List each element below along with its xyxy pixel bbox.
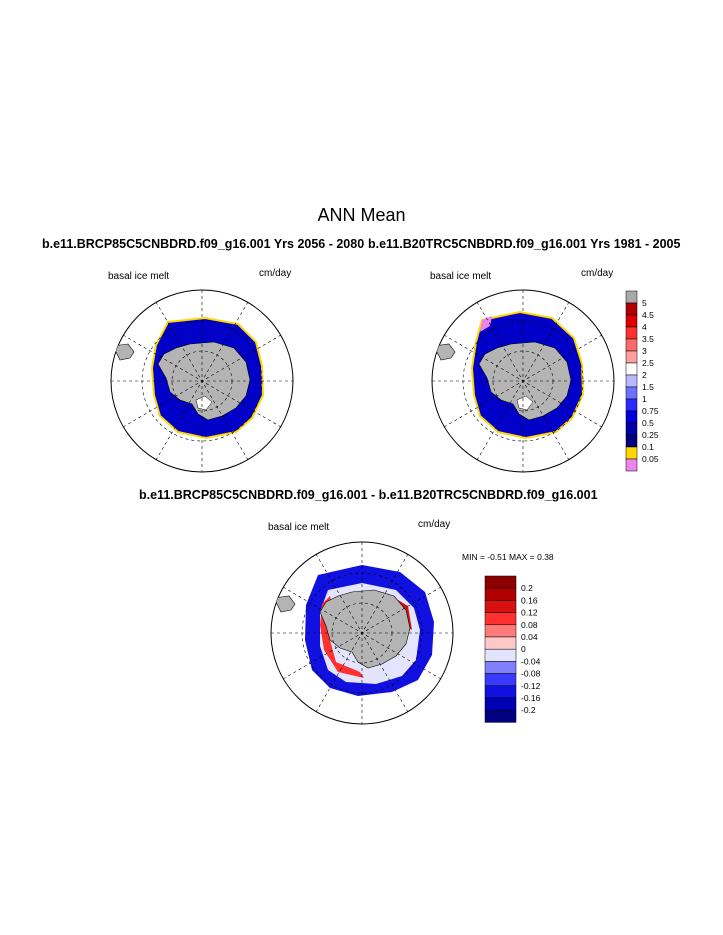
top-colorbar-swatch (625, 350, 638, 364)
diff-colorbar-swatch (484, 661, 517, 674)
top-colorbar-tick-label: 1.5 (642, 382, 654, 392)
top-colorbar-swatch (625, 410, 638, 424)
top-colorbar-tick-label: 3.5 (642, 334, 654, 344)
diff-colorbar-swatch (484, 709, 517, 723)
top-colorbar-tick-label: 2 (642, 370, 647, 380)
diff-colorbar-swatch (484, 575, 517, 589)
top-colorbar-tick-label: 2.5 (642, 358, 654, 368)
right-polar-map (431, 289, 615, 473)
right-variable-label: basal ice melt (430, 271, 492, 282)
left-units-label: cm/day (259, 268, 292, 279)
diff-colorbar-swatch (484, 673, 517, 687)
diff-land-antarctica (319, 589, 411, 669)
top-colorbar-tick-label: 4 (642, 322, 647, 332)
diff-colorbar-tick-label: -0.12 (521, 681, 541, 691)
diff-colorbar-tick-label: 0.2 (521, 583, 533, 593)
diff-colorbar-swatch (484, 697, 517, 711)
diff-colorbar-swatch (484, 600, 517, 613)
top-colorbar-swatch (625, 290, 638, 304)
page-title: ANN Mean (317, 205, 406, 225)
diff-colorbar-tick-label: 0.12 (521, 608, 538, 618)
diff-variable-label: basal ice melt (268, 522, 330, 533)
diff-colorbar-tick-label: 0.08 (521, 620, 538, 630)
left-case-title: b.e11.BRCP85C5CNBDRD.f09_g16.001 Yrs 205… (42, 237, 365, 251)
right-low-melt-patch (480, 316, 492, 332)
top-colorbar-tick-label: 0.1 (642, 442, 654, 452)
top-colorbar-swatch (625, 314, 638, 328)
top-colorbar-swatch (625, 446, 638, 460)
diff-colorbar-swatch (484, 612, 517, 626)
left-graticule (111, 290, 293, 472)
top-colorbar-tick-label: 1 (642, 394, 647, 404)
diff-colorbar-tick-label: -0.2 (521, 705, 536, 715)
diff-colorbar-swatch (484, 587, 517, 601)
diff-colorbar-tick-label: 0.16 (521, 595, 538, 605)
diff-colorbar-tick-label: 0 (521, 644, 526, 654)
left-variable-label: basal ice melt (108, 271, 170, 282)
top-colorbar-swatch (625, 302, 638, 316)
right-case-title: b.e11.B20TRC5CNBDRD.f09_g16.001 Yrs 1981… (368, 237, 681, 251)
diff-graticule (271, 542, 453, 724)
diff-colorbar-tick-label: 0.04 (521, 632, 538, 642)
diff-colorbar-swatch (484, 685, 517, 699)
right-graticule (432, 290, 614, 472)
top-colorbar-swatch (625, 458, 638, 472)
left-polar-map (110, 289, 294, 473)
top-colorbar-tick-label: 0.5 (642, 418, 654, 428)
diff-units-label: cm/day (418, 519, 451, 530)
top-colorbar-swatch (625, 338, 638, 352)
top-colorbar-tick-label: 5 (642, 298, 647, 308)
right-ice-shelf (516, 395, 534, 411)
top-colorbar-tick-label: 3 (642, 346, 647, 356)
diff-colorbar: 0.2 0.16 0.12 0.08 0.04 0 -0.04 -0.08 -0.12 -0.16… (484, 575, 541, 723)
top-colorbar: 5 4.5 4 3.5 3 2.5 2 1.5 1 0.75 0.5 0.25 0.1 0.05 (625, 290, 659, 472)
right-units-label: cm/day (581, 268, 614, 279)
left-land-southamerica (112, 343, 135, 361)
diff-colorbar-tick-label: -0.08 (521, 669, 541, 679)
top-colorbar-swatch (625, 374, 638, 388)
top-colorbar-tick-label: 0.25 (642, 430, 659, 440)
diff-colorbar-tick-label: -0.04 (521, 656, 541, 666)
diff-colorbar-swatch (484, 636, 517, 650)
top-colorbar-swatch (625, 362, 638, 376)
diff-polar-map (270, 541, 454, 725)
diff-colorbar-tick-label: -0.16 (521, 693, 541, 703)
top-colorbar-tick-label: 0.75 (642, 406, 659, 416)
diff-case-title: b.e11.BRCP85C5CNBDRD.f09_g16.001 - b.e11… (139, 488, 598, 502)
diff-colorbar-swatch (484, 624, 517, 638)
top-colorbar-swatch (625, 386, 638, 400)
right-land-southamerica (433, 343, 456, 361)
diff-land-southamerica (273, 595, 296, 613)
diff-colorbar-swatch (484, 648, 517, 662)
top-colorbar-swatch (625, 398, 638, 412)
top-colorbar-tick-label: 4.5 (642, 310, 654, 320)
top-colorbar-swatch (625, 434, 638, 448)
left-ice-shelf (195, 395, 213, 411)
diff-min-max-stats: MIN = -0.51 MAX = 0.38 (462, 552, 554, 562)
top-colorbar-swatch (625, 326, 638, 340)
top-colorbar-swatch (625, 422, 638, 436)
top-colorbar-tick-label: 0.05 (642, 454, 659, 464)
